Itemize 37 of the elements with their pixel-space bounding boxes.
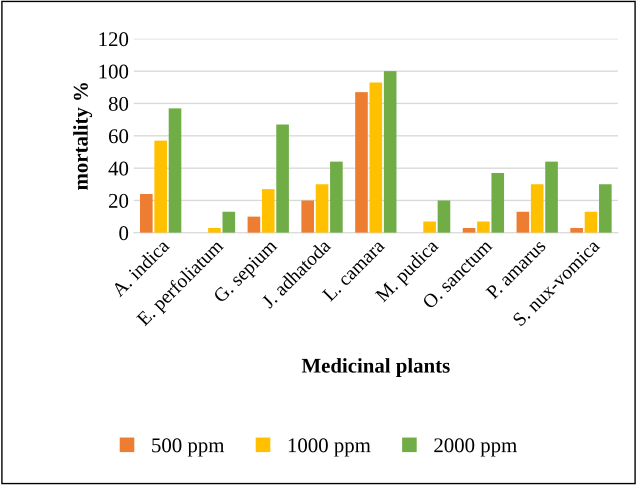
bar	[384, 71, 396, 233]
bar	[355, 92, 368, 233]
bar	[370, 82, 382, 233]
bar	[276, 124, 289, 233]
x-axis-title: Medicinal plants	[302, 358, 450, 377]
bar	[154, 140, 167, 233]
bar	[477, 221, 490, 233]
legend-label: 500 ppm	[152, 438, 224, 457]
legend-label: 1000 ppm	[288, 438, 371, 457]
bar	[516, 212, 530, 233]
bar	[462, 228, 476, 233]
bar	[248, 216, 260, 233]
bar	[262, 189, 275, 233]
bar	[545, 162, 558, 233]
bar	[423, 221, 436, 233]
bar	[584, 212, 598, 233]
y-tick-label: 0	[119, 226, 128, 240]
bar	[599, 184, 612, 233]
y-tick-label: 20	[108, 194, 128, 208]
y-tick-label: 40	[108, 162, 128, 176]
legend-label: 2000 ppm	[434, 438, 517, 457]
bar	[316, 184, 328, 233]
y-axis-title: mortality %	[73, 83, 92, 190]
y-tick-label: 120	[99, 32, 128, 46]
bar	[491, 172, 504, 233]
y-tick-label: 100	[99, 64, 128, 79]
bar	[140, 194, 153, 233]
bar	[168, 108, 182, 233]
bar	[301, 200, 314, 233]
bar	[570, 228, 583, 233]
bar	[208, 228, 221, 233]
bar	[330, 162, 343, 233]
y-tick-label: 60	[108, 129, 128, 144]
y-tick-label: 80	[108, 96, 128, 111]
bar	[438, 200, 450, 233]
bar	[530, 184, 544, 233]
bar	[222, 212, 236, 233]
